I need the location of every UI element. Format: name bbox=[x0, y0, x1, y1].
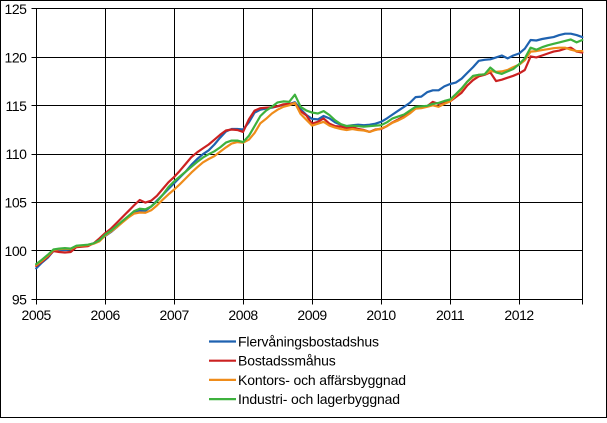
svg-text:110: 110 bbox=[6, 146, 28, 162]
svg-text:115: 115 bbox=[6, 98, 28, 114]
svg-text:2007: 2007 bbox=[160, 307, 190, 323]
svg-text:Kontors- och affärsbyggnad: Kontors- och affärsbyggnad bbox=[238, 372, 406, 388]
svg-text:105: 105 bbox=[4, 195, 27, 211]
svg-text:Industri- och lagerbyggnad: Industri- och lagerbyggnad bbox=[238, 391, 400, 407]
svg-text:Flervåningsbostadshus: Flervåningsbostadshus bbox=[238, 334, 379, 350]
svg-text:2008: 2008 bbox=[228, 307, 258, 323]
svg-text:2005: 2005 bbox=[22, 307, 52, 323]
svg-text:125: 125 bbox=[4, 1, 27, 17]
svg-text:Bostadssmåhus: Bostadssmåhus bbox=[238, 353, 336, 369]
svg-text:120: 120 bbox=[4, 49, 27, 65]
svg-text:2009: 2009 bbox=[297, 307, 327, 323]
svg-text:100: 100 bbox=[4, 243, 27, 259]
svg-text:2006: 2006 bbox=[91, 307, 121, 323]
svg-text:2011: 2011 bbox=[436, 307, 465, 323]
svg-text:2012: 2012 bbox=[504, 307, 534, 323]
svg-text:2010: 2010 bbox=[366, 307, 396, 323]
svg-text:95: 95 bbox=[12, 291, 27, 307]
